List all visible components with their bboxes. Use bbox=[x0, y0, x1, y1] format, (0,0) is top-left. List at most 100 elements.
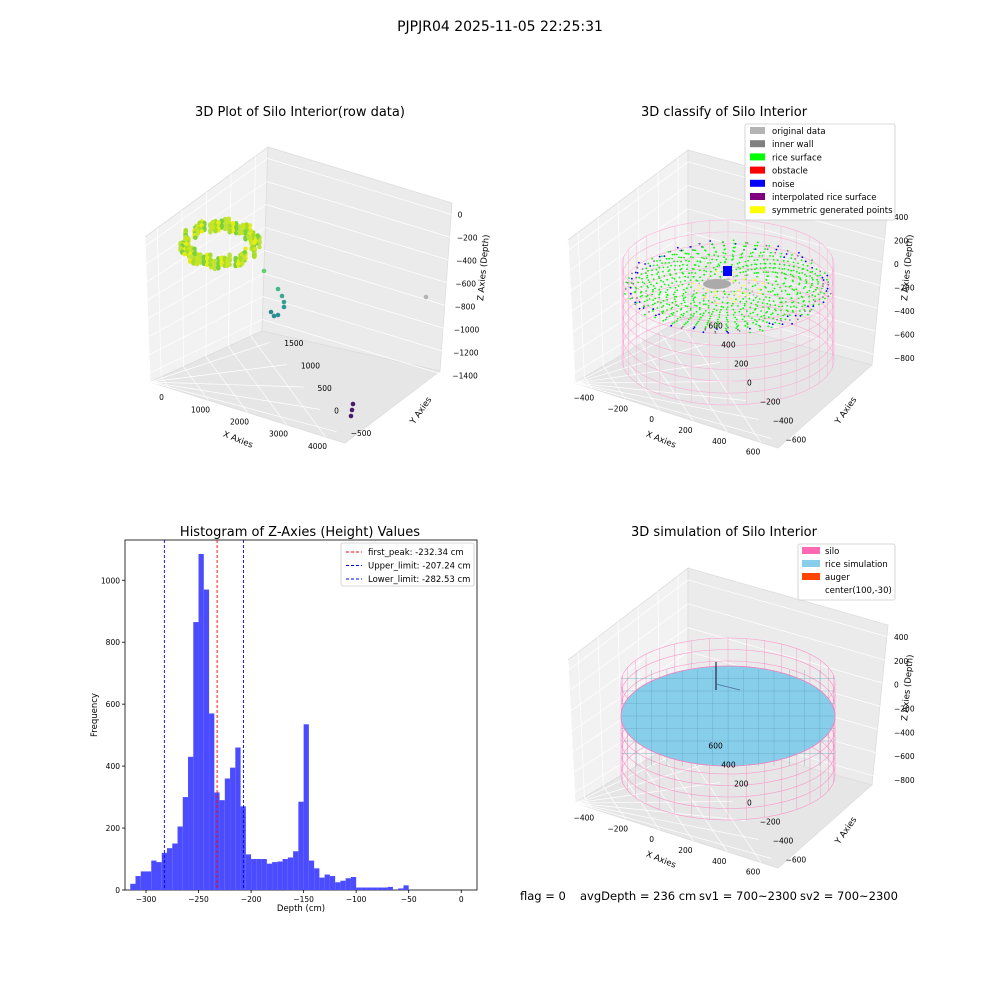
classified-point bbox=[785, 309, 788, 311]
classified-point bbox=[671, 301, 674, 304]
classified-point bbox=[642, 307, 645, 309]
classified-point bbox=[665, 257, 668, 260]
classified-point bbox=[811, 294, 814, 297]
classified-point bbox=[732, 308, 735, 311]
classified-point bbox=[758, 298, 761, 300]
raw-point bbox=[244, 222, 249, 227]
classified-point bbox=[686, 268, 688, 270]
classified-point bbox=[665, 296, 668, 299]
raw-data-3d-panel: 3D Plot of Silo Interior(row data) 0 1000… bbox=[144, 105, 492, 451]
classified-point bbox=[754, 284, 757, 287]
classified-point bbox=[768, 322, 771, 325]
classified-point bbox=[690, 286, 692, 288]
classified-point bbox=[749, 331, 751, 334]
classified-point bbox=[741, 292, 744, 295]
classified-point bbox=[765, 321, 768, 324]
classified-point bbox=[802, 287, 805, 290]
classified-point bbox=[703, 269, 705, 272]
classified-point bbox=[738, 310, 741, 313]
raw-point bbox=[194, 261, 200, 267]
classified-point bbox=[805, 279, 807, 281]
legend-swatch bbox=[750, 140, 765, 148]
classified-point bbox=[704, 296, 707, 299]
simulation-z-tick: −400 bbox=[894, 728, 915, 737]
classify-x-tick: 0 bbox=[649, 415, 654, 424]
classify-y-tick: −600 bbox=[786, 436, 807, 445]
status-line: flag = 0 avgDepth = 236 cm sv1 = 700~230… bbox=[520, 889, 898, 903]
classified-point bbox=[732, 281, 735, 284]
classified-point bbox=[676, 289, 678, 292]
classified-point bbox=[686, 320, 689, 323]
classified-point bbox=[771, 323, 774, 326]
classified-point bbox=[713, 308, 716, 310]
raw-panel-title: 3D Plot of Silo Interior(row data) bbox=[195, 105, 405, 120]
raw-x-tick: 0 bbox=[159, 393, 164, 402]
raw-z-tick: −1200 bbox=[453, 349, 479, 358]
classified-point bbox=[778, 305, 780, 308]
classified-point bbox=[736, 274, 739, 277]
classified-point bbox=[717, 263, 720, 266]
classified-point bbox=[638, 307, 641, 310]
classified-point bbox=[782, 282, 785, 285]
classified-point bbox=[727, 326, 729, 329]
histogram-bar bbox=[345, 878, 351, 890]
classify-y-tick: −200 bbox=[760, 398, 781, 407]
classified-point bbox=[756, 320, 758, 323]
classify-x-tick: 200 bbox=[678, 426, 693, 435]
classified-point bbox=[737, 305, 739, 307]
classified-point bbox=[801, 268, 804, 270]
classify-z-tick: 400 bbox=[894, 213, 909, 222]
classified-point bbox=[711, 243, 713, 246]
classified-point bbox=[655, 268, 658, 271]
y-tick-label: 0 bbox=[115, 886, 120, 895]
classified-point bbox=[748, 255, 751, 258]
classified-point bbox=[754, 248, 757, 251]
classified-point bbox=[688, 260, 690, 263]
classified-point bbox=[759, 267, 762, 270]
classified-point bbox=[715, 309, 718, 312]
classified-point bbox=[781, 297, 784, 299]
classified-point bbox=[689, 302, 692, 305]
classified-point bbox=[789, 273, 792, 276]
classified-point bbox=[761, 255, 764, 257]
raw-point bbox=[255, 233, 260, 238]
simulation-y-axis-label: Y Axies bbox=[833, 815, 860, 847]
classified-point bbox=[732, 250, 735, 252]
classified-point bbox=[666, 294, 669, 296]
simulation-z-tick: 0 bbox=[894, 681, 899, 690]
classified-point bbox=[698, 306, 701, 309]
classified-point bbox=[800, 295, 803, 298]
classified-point bbox=[780, 301, 783, 304]
classified-point bbox=[823, 272, 826, 274]
figure-title: PJPJR04 2025-11-05 22:25:31 bbox=[397, 19, 603, 35]
raw-point bbox=[208, 262, 213, 267]
classified-point bbox=[730, 290, 733, 293]
classify-3d-panel: 3D classify of Silo Interior −400 −200 0 20… bbox=[567, 105, 916, 457]
classified-point bbox=[819, 291, 822, 294]
classified-point bbox=[753, 272, 756, 274]
classified-point bbox=[668, 303, 671, 306]
classified-point bbox=[744, 295, 747, 298]
classified-point bbox=[678, 276, 681, 279]
classified-point bbox=[788, 293, 791, 296]
classified-point bbox=[747, 259, 749, 262]
classified-point bbox=[746, 265, 749, 267]
simulation-x-tick: 0 bbox=[649, 835, 654, 844]
classified-point bbox=[689, 246, 692, 248]
raw-z-tick: −1400 bbox=[452, 372, 478, 381]
classified-point bbox=[659, 291, 661, 294]
classified-point bbox=[662, 266, 665, 269]
classified-point bbox=[687, 283, 690, 286]
raw-point bbox=[230, 221, 236, 226]
x-tick-label: −200 bbox=[241, 895, 262, 904]
raw-point bbox=[193, 235, 198, 240]
raw-point bbox=[201, 254, 206, 259]
classified-point bbox=[687, 318, 690, 321]
raw-point bbox=[208, 228, 213, 233]
classified-point bbox=[799, 278, 802, 281]
classified-point bbox=[680, 327, 683, 329]
classified-point bbox=[767, 275, 769, 278]
classified-point bbox=[641, 294, 643, 297]
classified-point bbox=[811, 282, 813, 285]
classified-point bbox=[699, 313, 702, 316]
